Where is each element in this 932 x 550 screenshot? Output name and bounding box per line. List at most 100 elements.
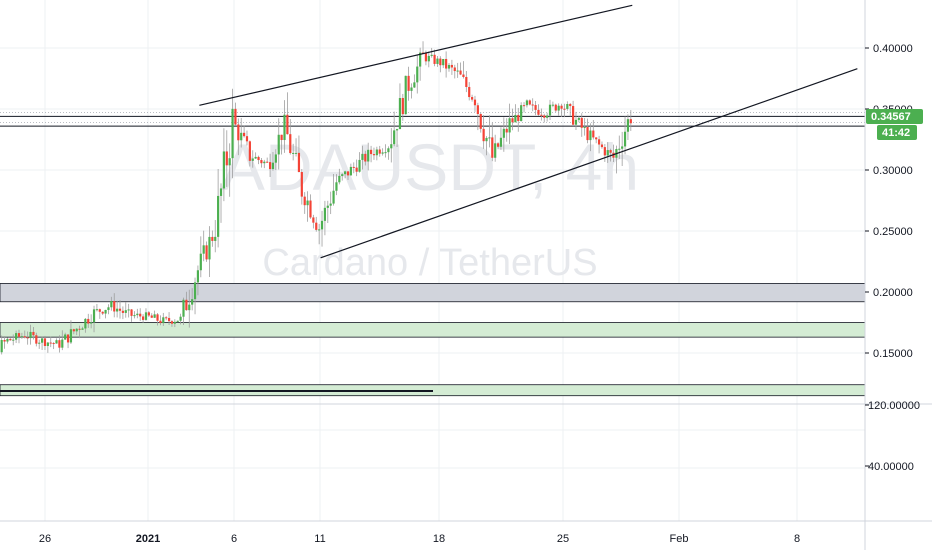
candle-down (159, 320, 162, 324)
candle-up (182, 299, 185, 317)
candle-up (6, 338, 9, 342)
candle-down (165, 317, 168, 319)
candle-down (603, 147, 606, 156)
candle-down (113, 301, 116, 312)
watermark-description: Cardano / TetherUS (262, 242, 597, 284)
candle-up (283, 114, 286, 141)
resistance-zone[interactable] (0, 283, 866, 303)
candle-down (468, 86, 471, 98)
candle-down (303, 196, 306, 206)
candle-down (3, 339, 6, 342)
candle-up (277, 134, 280, 155)
candle-down (560, 105, 563, 109)
candle-down (372, 154, 376, 156)
candle-up (110, 301, 113, 308)
candle-up (574, 119, 578, 125)
candle-up (323, 207, 327, 221)
candle-down (43, 338, 47, 346)
candle-up (326, 205, 329, 208)
candle-up (395, 129, 399, 131)
candle-up (196, 270, 200, 283)
candle-up (502, 128, 505, 138)
candle-down (52, 343, 55, 345)
candle-down (257, 156, 260, 161)
candle-down (540, 114, 543, 116)
candlestick-series (0, 41, 632, 355)
candle-up (162, 317, 165, 324)
candle-down (473, 99, 477, 106)
candle-down (522, 105, 526, 107)
candle-up (338, 175, 341, 183)
candle-down (531, 104, 534, 106)
candle-down (72, 329, 75, 332)
candle-up (589, 130, 592, 141)
candle-up (116, 308, 119, 312)
candle-down (17, 333, 21, 337)
candle-down (289, 134, 292, 154)
trendline-upper-channel[interactable] (199, 4, 633, 106)
bar-countdown: 41:42 (882, 127, 910, 139)
candle-up (55, 340, 58, 344)
candle-down (517, 114, 520, 122)
candle-down (491, 137, 494, 158)
candle-up (92, 309, 96, 323)
candle-up (583, 126, 586, 128)
candle-up (193, 282, 197, 300)
candle-up (485, 137, 488, 142)
trendline-lower-channel[interactable] (320, 68, 858, 259)
candle-up (514, 114, 517, 123)
candle-up (75, 328, 78, 332)
time-tick-label: 18 (433, 533, 445, 545)
support-zone[interactable] (0, 322, 866, 338)
volume-axis[interactable]: 120.00000 40.00000 (865, 400, 920, 473)
time-axis[interactable]: 26 2021 6 11 18 25 Feb 8 (39, 533, 800, 545)
candle-up (393, 130, 396, 145)
candle-up (413, 82, 416, 88)
support-resistance-zones[interactable] (0, 283, 866, 397)
candle-up (228, 158, 231, 166)
candle-up (271, 162, 275, 170)
candle-down (205, 245, 208, 260)
time-tick-label: 25 (557, 533, 569, 545)
candle-down (185, 299, 188, 311)
candle-up (436, 58, 439, 64)
price-tick-label: 0.15000 (873, 348, 913, 360)
candle-up (176, 320, 179, 322)
price-axis[interactable]: 0.400000.350000.300000.250000.200000.150… (865, 43, 913, 360)
candle-down (170, 321, 174, 324)
candle-down (572, 106, 575, 125)
candle-down (479, 113, 482, 129)
candle-up (456, 70, 459, 72)
candle-down (592, 130, 595, 138)
candle-up (179, 316, 182, 321)
watermark-symbol: ADAUSDT, 4h (221, 130, 639, 204)
candle-up (621, 146, 624, 149)
candle-down (147, 312, 150, 316)
candle-up (124, 310, 127, 313)
candle-up (410, 87, 413, 91)
candle-up (81, 328, 84, 330)
candle-down (470, 97, 474, 100)
trendlines[interactable] (199, 4, 858, 259)
candle-up (416, 66, 419, 83)
candle-up (577, 117, 580, 120)
candle-down (121, 310, 124, 313)
candle-up (499, 137, 503, 147)
candle-down (433, 54, 436, 64)
price-tick-label: 0.25000 (873, 226, 913, 238)
candle-up (0, 339, 3, 353)
candle-up (427, 55, 430, 62)
candle-down (309, 200, 312, 218)
candle-up (292, 152, 295, 154)
candle-down (225, 151, 228, 166)
horizontal-levels[interactable] (0, 112, 865, 127)
candle-up (390, 144, 393, 149)
candle-up (525, 100, 529, 106)
candle-down (139, 313, 142, 317)
candle-down (445, 58, 448, 69)
candle-up (442, 58, 445, 66)
candle-down (346, 171, 350, 176)
volume-tick-label: 120.00000 (868, 400, 920, 412)
candle-up (398, 98, 402, 130)
